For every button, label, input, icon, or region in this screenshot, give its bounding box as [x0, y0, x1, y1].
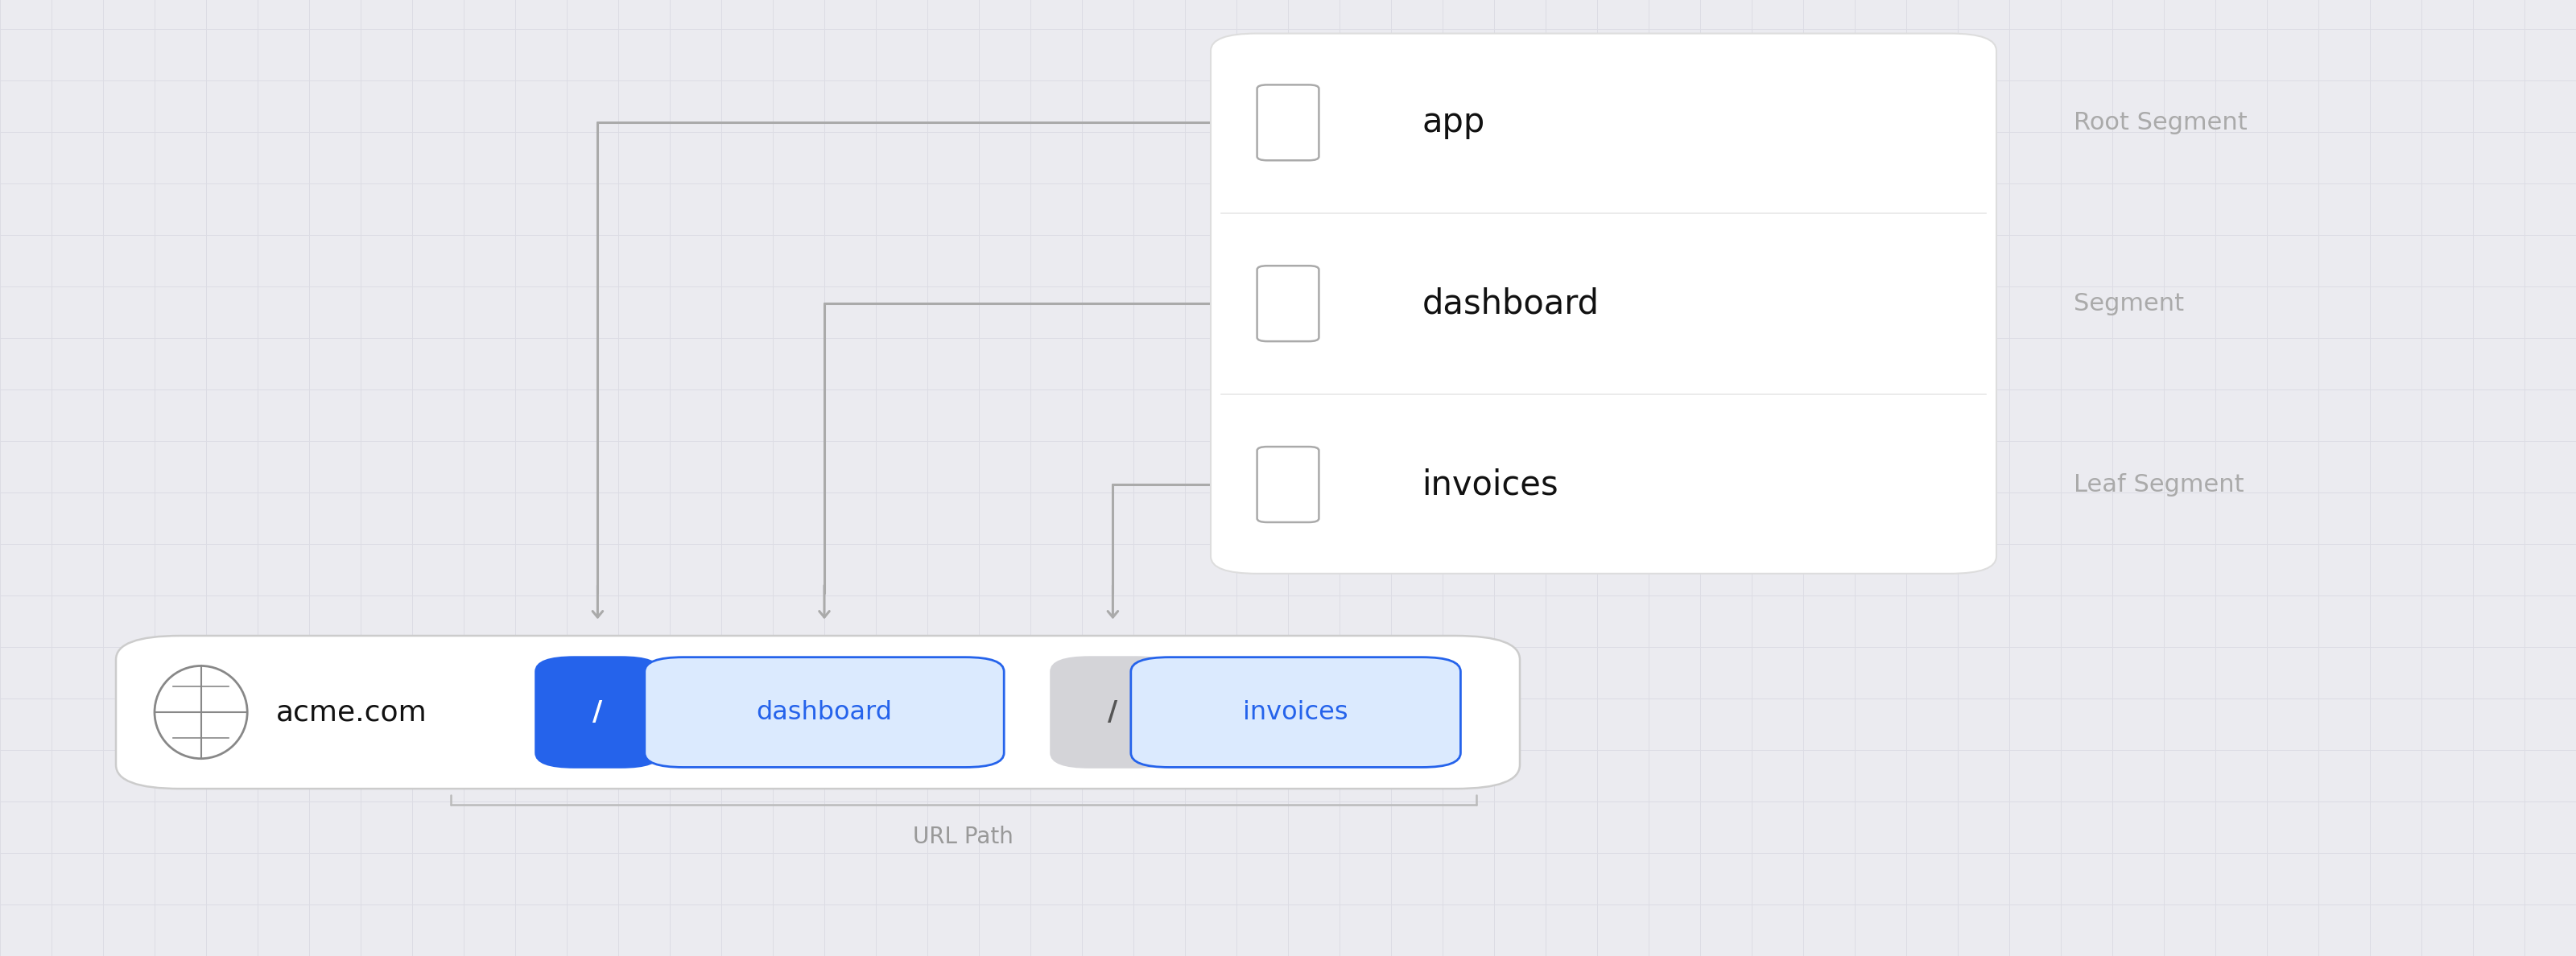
- Text: invoices: invoices: [1244, 700, 1347, 725]
- FancyBboxPatch shape: [116, 636, 1520, 789]
- Text: /: /: [1108, 699, 1118, 726]
- Text: URL Path: URL Path: [912, 826, 1015, 849]
- FancyBboxPatch shape: [1211, 33, 1996, 574]
- Text: acme.com: acme.com: [276, 699, 428, 726]
- Text: invoices: invoices: [1422, 467, 1558, 501]
- FancyBboxPatch shape: [1131, 657, 1461, 768]
- Text: app: app: [1422, 106, 1484, 140]
- Text: Root Segment: Root Segment: [2074, 111, 2246, 134]
- FancyBboxPatch shape: [536, 657, 659, 768]
- Text: Segment: Segment: [2074, 292, 2184, 315]
- Text: dashboard: dashboard: [757, 700, 891, 725]
- Text: Leaf Segment: Leaf Segment: [2074, 473, 2244, 496]
- Text: dashboard: dashboard: [1422, 287, 1600, 320]
- Text: /: /: [592, 699, 603, 726]
- FancyBboxPatch shape: [1051, 657, 1175, 768]
- FancyBboxPatch shape: [644, 657, 1005, 768]
